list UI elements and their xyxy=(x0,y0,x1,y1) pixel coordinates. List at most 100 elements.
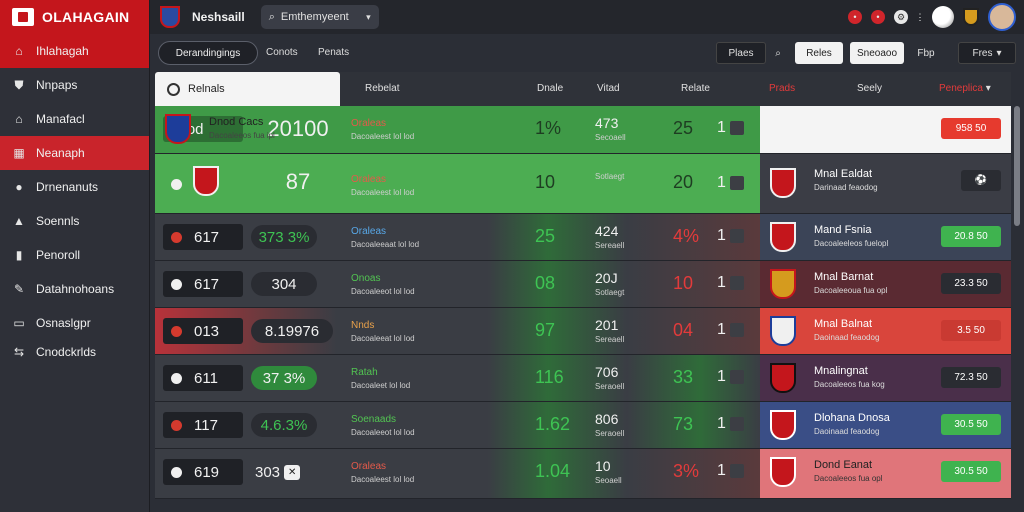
header-col-4[interactable]: Relate xyxy=(681,83,710,94)
square-icon xyxy=(729,229,744,243)
sidebar-item-1[interactable]: ⛊ Nnpaps xyxy=(0,68,149,102)
notification-icon[interactable]: • xyxy=(848,10,862,24)
home-icon: ⌂ xyxy=(15,44,23,58)
tab-active[interactable]: Derandingings xyxy=(158,41,258,65)
brand-logo-icon xyxy=(12,8,34,26)
team-name: Mand Fsnia Dacoaleeleos fuelopl xyxy=(814,224,888,248)
table-row[interactable]: 611 37 3% Ratah Dacoaleet lol lod 116 706… xyxy=(155,355,1011,402)
top-actions: • • ⚙ ⋮ xyxy=(848,3,1016,31)
table-header: Relnals Rebelat Dnale Vitad Relate Prads… xyxy=(155,72,1011,106)
close-icon[interactable]: ✕ xyxy=(284,464,301,480)
team-crest-icon xyxy=(165,114,191,144)
percent-cell: 1.04 xyxy=(535,461,571,481)
odds-button[interactable]: 72.3 50 xyxy=(941,367,1001,388)
number-value: 424 xyxy=(595,223,619,239)
number-sub: Seraoell xyxy=(595,429,625,438)
table-row[interactable]: 87 Oraleas Dacoaleest lol lod 10 Sotlaegt… xyxy=(155,154,1011,214)
header-col-7[interactable]: Peneplica ▾ xyxy=(939,83,991,94)
match-label: Nnds xyxy=(351,320,375,331)
search-icon[interactable]: ⌕ xyxy=(775,47,781,59)
football-icon[interactable] xyxy=(932,6,954,28)
odds-button[interactable]: 30.5 50 xyxy=(941,461,1001,482)
percent-cell: 1.62 xyxy=(535,414,571,434)
brand-name: OLAHAGAIN xyxy=(42,9,130,25)
odds-button[interactable]: 3.5 50 xyxy=(941,320,1001,341)
alert-icon[interactable]: • xyxy=(871,10,885,24)
value-cell: 4% xyxy=(673,226,700,246)
number-cell: 20J Sotlaegt xyxy=(595,270,624,297)
row-background xyxy=(155,214,760,260)
header-col-5[interactable]: Prads xyxy=(769,83,796,94)
header-label: Relnals xyxy=(188,83,225,95)
fbp-button[interactable]: Fbp xyxy=(917,47,935,59)
header-col-1[interactable]: Rebelat xyxy=(365,83,400,94)
brand[interactable]: OLAHAGAIN xyxy=(0,0,149,34)
mini-value: 1 xyxy=(717,174,726,191)
sidebar-item-2[interactable]: ⌂ Manafacl xyxy=(0,102,149,136)
sidebar-item-8[interactable]: ▭ Osnaslgpr xyxy=(0,306,149,340)
team-name: Mnalingnat Dacoaleeos fua kog xyxy=(814,365,885,389)
score-value: 303 xyxy=(255,463,281,481)
odds-button[interactable]: ⚽ xyxy=(961,170,1001,191)
table-row[interactable]: 117 4.6.3% Soenaads Dacoaleeot lol lod 1.… xyxy=(155,402,1011,449)
scrollbar[interactable] xyxy=(1014,106,1020,226)
table-row[interactable]: 617 373 3% Oraleas Dacoaleeaat lol lod 25… xyxy=(155,214,1011,261)
rank-cell: 117 xyxy=(163,412,243,438)
rank-cell: 617 xyxy=(163,271,243,297)
team-name-label: Dond Eanat xyxy=(814,459,873,471)
club-badge-icon[interactable] xyxy=(963,8,979,26)
header-col-2[interactable]: Dnale xyxy=(537,83,564,94)
odds-button[interactable]: 30.5 50 xyxy=(941,414,1001,435)
header-col-6[interactable]: Seely xyxy=(857,83,883,94)
tab-2[interactable]: Conots xyxy=(266,47,298,58)
odds-button[interactable]: 23.3 50 xyxy=(941,273,1001,294)
sub-toolbar: Derandingings Conots Penats Plaes ⌕ Rele… xyxy=(150,34,1024,72)
table-row[interactable]: 013 8.19976 Nnds Dacoaleeat lol lod 97 20… xyxy=(155,308,1011,355)
match-cell: Onoas Dacoaleeot lol lod xyxy=(351,273,415,296)
odds-button[interactable]: 20.8 50 xyxy=(941,226,1001,247)
more-icon[interactable]: ⋮ xyxy=(915,11,925,22)
team-crest-icon xyxy=(770,363,796,393)
pin-button[interactable]: Reles xyxy=(795,42,843,64)
settings-icon[interactable]: ⚙ xyxy=(894,10,908,24)
match-cell: Oraleas Dacoaleest lol lod xyxy=(351,174,414,197)
sidebar-item-3[interactable]: ▦ Neanaph xyxy=(0,136,149,170)
team-crest-icon xyxy=(770,269,796,299)
team-sub: Daoinaad feaodog xyxy=(814,333,880,342)
filter-button[interactable]: Plaes xyxy=(716,42,766,64)
search-input[interactable]: ⌕ Emthemyeent ▾ xyxy=(260,5,379,29)
mini-cell: 1 xyxy=(717,174,744,192)
tab-3[interactable]: Penats xyxy=(318,47,350,58)
team-name-label: Mnalingnat xyxy=(814,365,868,377)
sidebar-item-9[interactable]: ⇆ Cnodckrlds xyxy=(0,340,149,364)
table-row[interactable]: 619 303 ✕ Oraleas Dacoaleest lol lod 1.04 … xyxy=(155,449,1011,499)
team-crest-icon xyxy=(770,168,796,198)
value-cell: 10 xyxy=(673,273,694,293)
mini-value: 1 xyxy=(717,321,726,338)
number-cell: 806 Seraoell xyxy=(595,411,624,438)
sidebar-item-7[interactable]: ✎ Datahnohoans xyxy=(0,272,149,306)
match-label: Soenaads xyxy=(351,414,397,425)
match-sub: Dacoaleeaat lol lod xyxy=(351,240,420,249)
frees-dropdown[interactable]: Fres ▾ xyxy=(958,42,1016,64)
sidebar-item-label: Osnaslgpr xyxy=(36,316,91,330)
chevron-down-icon: ▾ xyxy=(996,47,1002,59)
number-cell: Sotlaegt xyxy=(595,170,624,181)
table-header-results[interactable]: Relnals xyxy=(155,72,340,106)
row-background xyxy=(155,106,760,153)
avatar[interactable] xyxy=(988,3,1016,31)
odds-button[interactable]: 958 50 xyxy=(941,118,1001,139)
sidebar-item-5[interactable]: ▲ Soennls xyxy=(0,204,149,238)
rank-value: 617 xyxy=(194,228,220,246)
team-name: Mnal Balnat Daoinaad feaodog xyxy=(814,318,879,342)
sidebar-item-0[interactable]: ⌂ Ihlahagah xyxy=(0,34,149,68)
sidebar-item-6[interactable]: ▮ Penoroll xyxy=(0,238,149,272)
team-sub: Darinaad feaodog xyxy=(814,183,878,192)
header-col-3[interactable]: Vitad xyxy=(597,83,620,94)
square-icon xyxy=(729,323,744,337)
sidebar-item-4[interactable]: ● Drnenanuts xyxy=(0,170,149,204)
table-row[interactable]: 617 304 Onoas Dacoaleeot lol lod 08 20J So… xyxy=(155,261,1011,308)
season-button[interactable]: Sneoaoo xyxy=(850,42,904,64)
